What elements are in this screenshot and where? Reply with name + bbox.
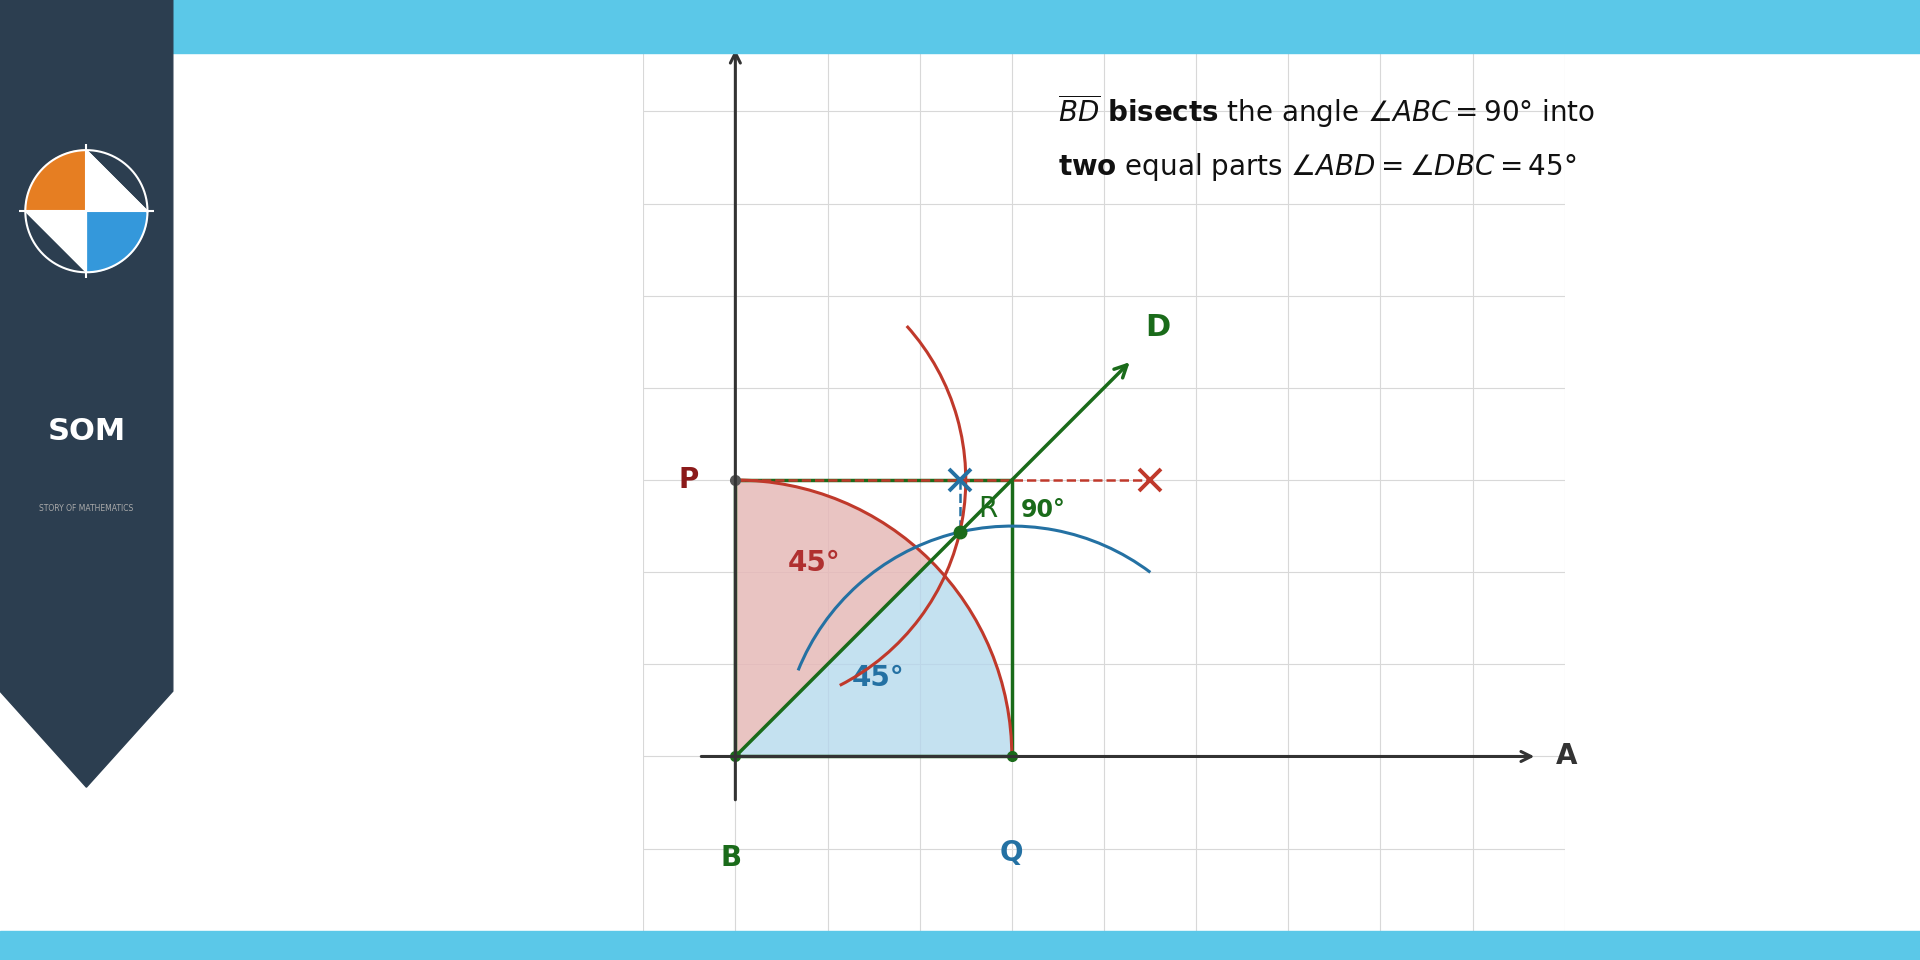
Text: A: A: [1555, 742, 1576, 771]
Text: R: R: [977, 494, 998, 523]
Text: C: C: [730, 0, 751, 29]
Text: D: D: [1146, 313, 1171, 342]
Text: P: P: [678, 466, 699, 494]
Text: STORY OF MATHEMATICS: STORY OF MATHEMATICS: [38, 504, 134, 514]
Text: SOM: SOM: [48, 418, 125, 446]
Text: 90°: 90°: [1021, 498, 1066, 522]
Polygon shape: [735, 480, 1012, 756]
Text: 45°: 45°: [852, 664, 904, 692]
Polygon shape: [735, 480, 931, 756]
Polygon shape: [86, 211, 148, 273]
Polygon shape: [735, 561, 1012, 756]
Text: Q: Q: [1000, 839, 1023, 867]
Polygon shape: [25, 211, 86, 273]
Text: $\overline{BD}$ $\mathbf{bisects}$ the angle $\angle ABC = 90°$ into: $\overline{BD}$ $\mathbf{bisects}$ the a…: [1058, 92, 1596, 131]
Polygon shape: [86, 150, 148, 211]
Text: $\mathbf{two}$ equal parts $\angle ABD = \angle DBC = 45°$: $\mathbf{two}$ equal parts $\angle ABD =…: [1058, 151, 1576, 182]
Text: B: B: [720, 844, 741, 872]
Text: 45°: 45°: [787, 549, 841, 577]
Polygon shape: [25, 150, 86, 211]
Polygon shape: [86, 150, 148, 211]
